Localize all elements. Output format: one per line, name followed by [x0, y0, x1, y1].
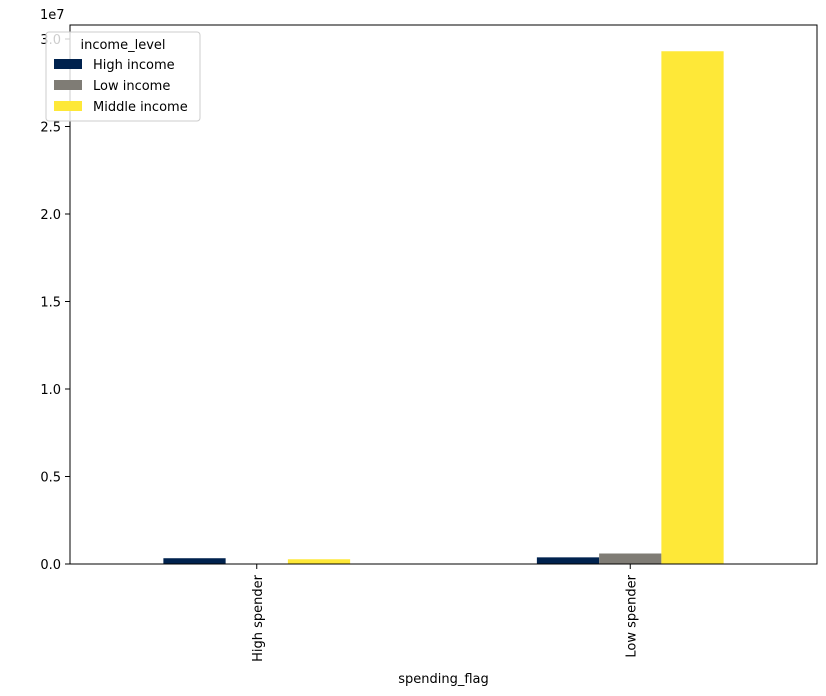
bar-low-income-1: [599, 553, 662, 564]
legend-swatch: [54, 101, 82, 111]
bar-high-income-0: [163, 558, 226, 564]
legend-entry: Low income: [93, 79, 170, 94]
y-tick-label: 0.5: [40, 471, 61, 486]
plot-frame: [69, 24, 818, 565]
y-tick-label: 1.5: [40, 296, 61, 311]
legend-entry: Middle income: [93, 100, 188, 115]
y-offset-label: 1e7: [40, 8, 65, 23]
bar-middle-income-1: [661, 51, 724, 564]
x-axis: High spender Low spender: [251, 564, 639, 662]
x-tick-label: High spender: [251, 574, 266, 662]
y-tick-label: 2.5: [40, 121, 61, 136]
x-tick-label: Low spender: [624, 574, 639, 657]
y-tick-label: 0.0: [40, 558, 61, 573]
bars-group: [163, 51, 724, 564]
x-axis-label: spending_flag: [398, 672, 489, 687]
legend-entry: High income: [93, 58, 175, 73]
y-axis: 0.00.51.01.52.02.53.0: [40, 33, 70, 573]
bar-middle-income-0: [287, 559, 351, 564]
legend-box: [45, 31, 201, 122]
y-tick-label: 1.0: [40, 383, 61, 398]
legend-swatch: [54, 59, 82, 69]
bar-high-income-1: [536, 557, 600, 564]
y-tick-label: 2.0: [40, 208, 61, 223]
legend: income_level High income Low income Middle …: [45, 31, 201, 122]
legend-swatch: [54, 80, 82, 90]
legend-title: income_level: [80, 38, 165, 53]
